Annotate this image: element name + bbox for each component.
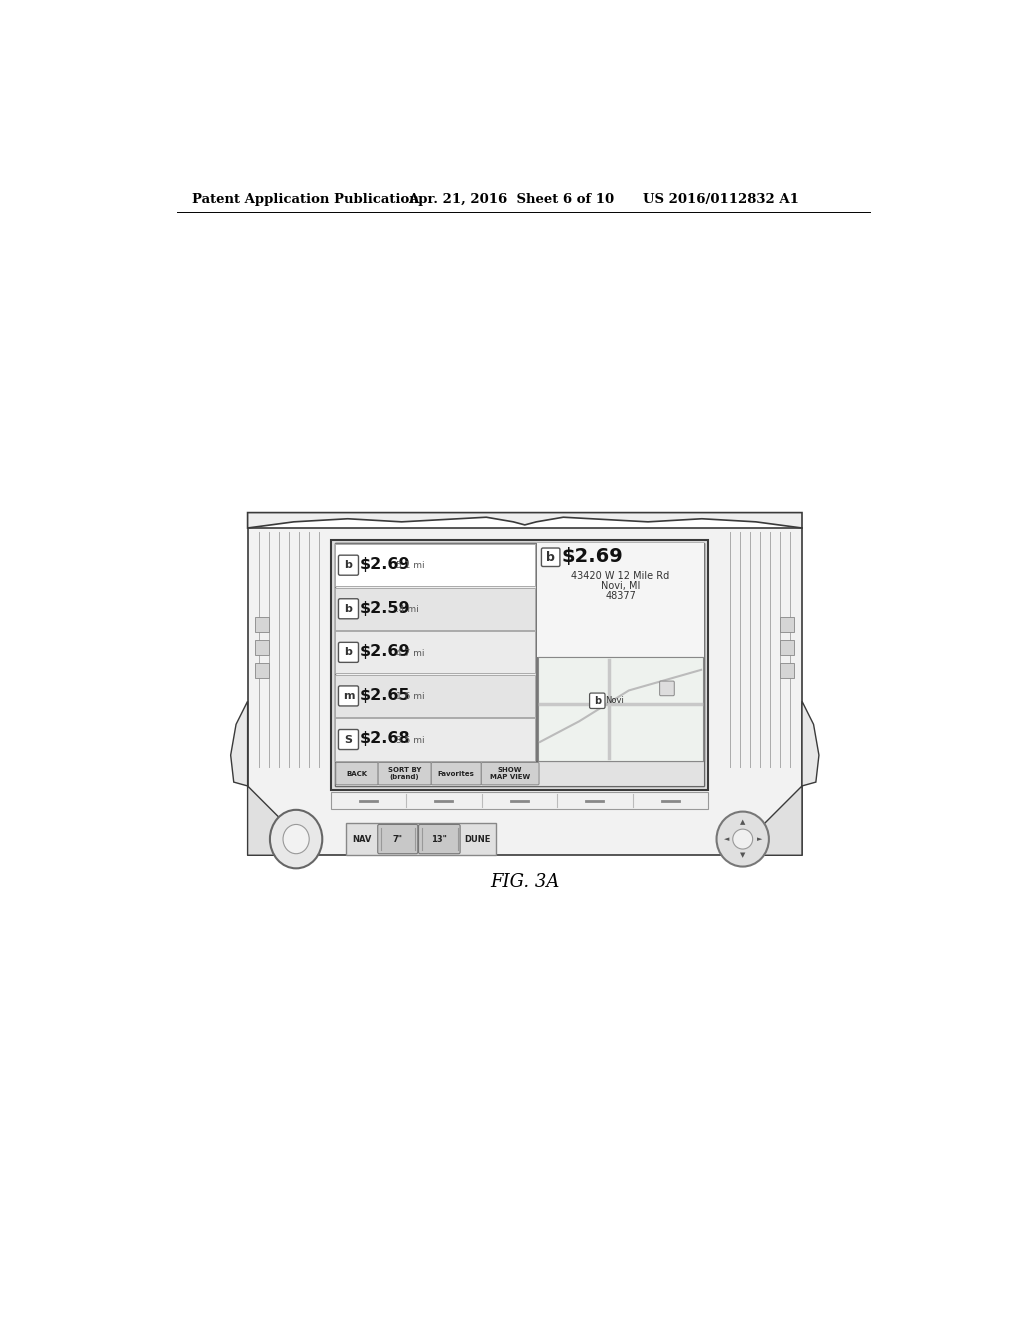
Text: 13": 13" xyxy=(431,834,447,843)
Bar xyxy=(336,544,536,586)
Text: b: b xyxy=(344,560,352,570)
FancyBboxPatch shape xyxy=(542,548,560,566)
Text: $2.69: $2.69 xyxy=(360,644,411,659)
Text: 4.7 mi: 4.7 mi xyxy=(396,648,425,657)
Ellipse shape xyxy=(283,825,309,854)
Bar xyxy=(248,528,802,855)
Text: SHOW
MAP VIEW: SHOW MAP VIEW xyxy=(490,767,530,780)
FancyBboxPatch shape xyxy=(590,693,605,709)
FancyBboxPatch shape xyxy=(659,681,674,696)
FancyBboxPatch shape xyxy=(378,763,431,785)
Ellipse shape xyxy=(270,810,323,869)
Bar xyxy=(780,616,795,632)
FancyBboxPatch shape xyxy=(339,730,358,750)
Text: ►: ► xyxy=(757,836,762,842)
Bar xyxy=(336,587,536,630)
Text: $2.65: $2.65 xyxy=(360,688,411,702)
Ellipse shape xyxy=(717,812,769,866)
Text: Favorites: Favorites xyxy=(438,771,475,776)
Bar xyxy=(780,663,795,678)
Polygon shape xyxy=(248,785,294,855)
Text: FIG. 3A: FIG. 3A xyxy=(490,874,559,891)
Text: ▼: ▼ xyxy=(740,853,745,858)
FancyBboxPatch shape xyxy=(339,599,358,619)
Text: b: b xyxy=(546,550,555,564)
Text: 1.6 mi: 1.6 mi xyxy=(396,692,425,701)
Text: BACK: BACK xyxy=(346,771,368,776)
Circle shape xyxy=(733,829,753,849)
Text: DUNE: DUNE xyxy=(464,834,490,843)
Text: $2.68: $2.68 xyxy=(360,731,411,746)
Bar xyxy=(346,822,497,855)
Bar xyxy=(336,631,536,673)
Bar xyxy=(335,544,536,762)
Text: SORT BY
(brand): SORT BY (brand) xyxy=(388,767,421,780)
Bar xyxy=(255,640,269,655)
Text: 48377: 48377 xyxy=(605,591,636,601)
Text: $2.69: $2.69 xyxy=(561,546,624,566)
Bar xyxy=(331,540,708,789)
Text: US 2016/0112832 A1: US 2016/0112832 A1 xyxy=(643,193,799,206)
FancyBboxPatch shape xyxy=(481,763,539,785)
Text: $2.59: $2.59 xyxy=(360,601,411,615)
FancyBboxPatch shape xyxy=(336,763,378,785)
Bar xyxy=(255,616,269,632)
Bar xyxy=(537,544,705,762)
Polygon shape xyxy=(802,701,819,785)
Text: b: b xyxy=(344,603,352,614)
Text: 5.1 mi: 5.1 mi xyxy=(396,561,425,570)
Text: ▲: ▲ xyxy=(740,820,745,825)
Bar xyxy=(538,657,703,760)
Text: Novi: Novi xyxy=(605,696,624,705)
Text: $2.69: $2.69 xyxy=(360,557,411,572)
Text: Patent Application Publication: Patent Application Publication xyxy=(193,193,419,206)
Polygon shape xyxy=(756,785,802,855)
Text: 43420 W 12 Mile Rd: 43420 W 12 Mile Rd xyxy=(571,572,670,581)
Text: 3.5 mi: 3.5 mi xyxy=(396,735,425,744)
Bar xyxy=(336,675,536,717)
Polygon shape xyxy=(248,512,802,528)
Bar xyxy=(537,544,705,657)
Text: S: S xyxy=(344,734,352,744)
Text: Apr. 21, 2016  Sheet 6 of 10: Apr. 21, 2016 Sheet 6 of 10 xyxy=(408,193,613,206)
Polygon shape xyxy=(230,701,248,785)
Text: Novi, MI: Novi, MI xyxy=(601,581,640,591)
Bar xyxy=(331,792,708,809)
Text: ◄: ◄ xyxy=(724,836,729,842)
Text: NAV: NAV xyxy=(352,834,372,843)
Text: b: b xyxy=(344,647,352,657)
Text: 7": 7" xyxy=(393,834,402,843)
Text: .4 mi: .4 mi xyxy=(396,605,419,614)
Bar xyxy=(335,762,705,785)
FancyBboxPatch shape xyxy=(378,825,418,854)
FancyBboxPatch shape xyxy=(339,643,358,663)
FancyBboxPatch shape xyxy=(419,825,460,854)
FancyBboxPatch shape xyxy=(339,556,358,576)
Bar xyxy=(335,544,705,785)
FancyBboxPatch shape xyxy=(431,763,481,785)
Text: m: m xyxy=(343,690,354,701)
Bar xyxy=(336,718,536,760)
Bar xyxy=(255,663,269,678)
FancyBboxPatch shape xyxy=(339,686,358,706)
Text: b: b xyxy=(594,696,601,706)
Bar xyxy=(780,640,795,655)
